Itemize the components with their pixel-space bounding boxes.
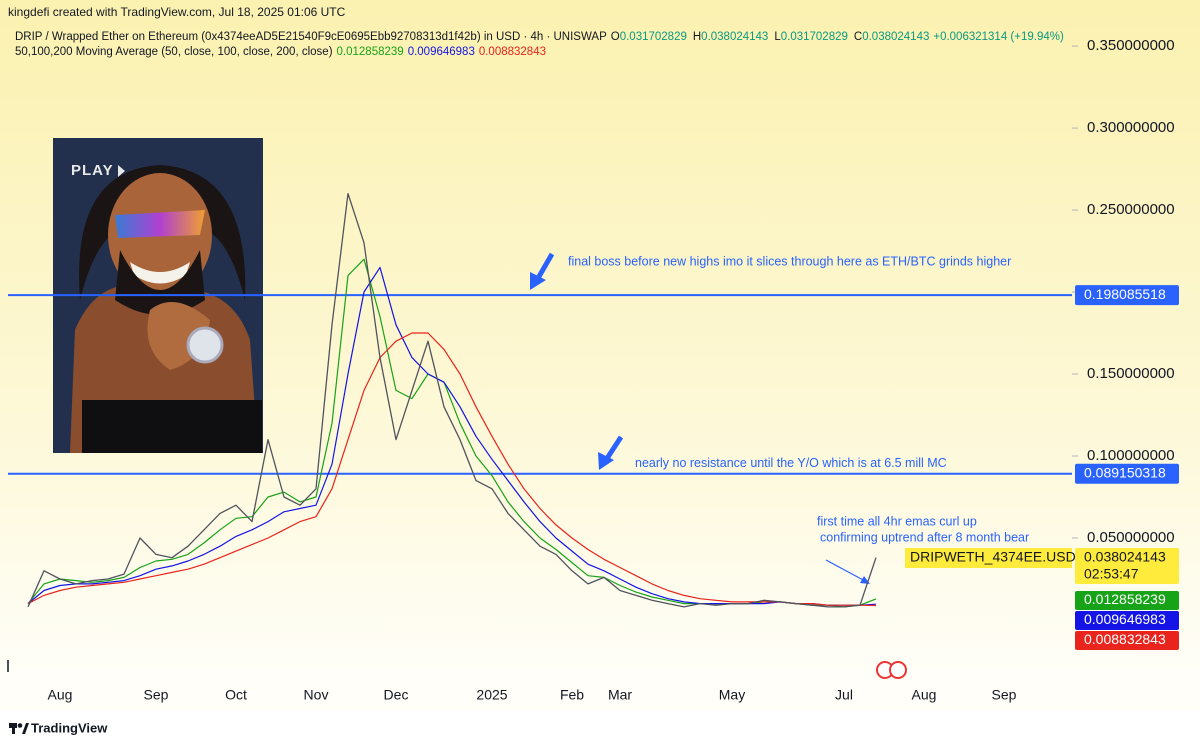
change: +0.006321314 (+19.94%) (933, 31, 1064, 43)
x-tick-label: Dec (384, 687, 409, 703)
title: DRIP / Wrapped Ether on Ethereum (0x4374… (15, 31, 607, 43)
x-tick-label: Feb (560, 687, 584, 703)
symbol-tag-label: DRIPWETH_4374EE.USD (910, 549, 1076, 565)
indicator: 50,100,200 Moving Average (50, close, 10… (15, 46, 333, 58)
ma-value: 0.012858239 (337, 46, 404, 58)
x-tick-label: Jul (835, 687, 853, 703)
ma-value: 0.009646983 (408, 46, 475, 58)
ohlc-value: 0.038024143 (862, 31, 929, 43)
ma-tag (1075, 611, 1179, 630)
ma-value: 0.008832843 (479, 46, 546, 58)
ohlc-label: L (774, 31, 781, 43)
price-line (27, 192, 877, 608)
plot: 0.0500000000.1000000000.1500000000.20000… (8, 37, 1179, 703)
countdown: 02:53:47 (1084, 566, 1139, 582)
ma-tag (1075, 631, 1179, 650)
ma-tag-label: 0.008832843 (1084, 631, 1166, 647)
x-tick-label: Aug (912, 687, 937, 703)
ohlc-value: 0.031702829 (781, 31, 848, 43)
ohlc-value: 0.038024143 (701, 31, 768, 43)
y-tick-label: 0.350000000 (1087, 37, 1175, 54)
ohlc-value: 0.031702829 (620, 31, 687, 43)
annotation: confirming uptrend after 8 month bear (820, 530, 1029, 544)
ma-tag-label: 0.012858239 (1084, 591, 1166, 607)
event-icons (7, 660, 907, 679)
image-text: PLAY (71, 162, 114, 179)
ohlc-label: O (611, 31, 620, 43)
x-tick-label: Oct (225, 687, 247, 703)
ohlc-label: C (854, 31, 862, 43)
y-tick-label: 0.100000000 (1087, 447, 1175, 464)
y-tick-label: 0.300000000 (1087, 119, 1175, 136)
y-tick-label: 0.050000000 (1087, 529, 1175, 546)
level-note: final boss before new highs imo it slice… (568, 254, 1011, 268)
x-tick-label: 2025 (476, 687, 507, 703)
ma-tag-label: 0.009646983 (1084, 611, 1166, 627)
price-tag-label: 0.038024143 (1084, 549, 1166, 565)
level-tag (1075, 463, 1179, 484)
arrows (530, 252, 870, 584)
artwork: PLAY (53, 138, 263, 453)
level-note: nearly no resistance until the Y/O which… (635, 456, 947, 470)
moving-average (27, 332, 877, 607)
footer-brand: TradingView (31, 720, 108, 735)
credit: kingdefi created with TradingView.com, J… (8, 5, 346, 19)
symbol-tag (905, 548, 1072, 568)
x-tick-label: May (719, 687, 745, 703)
y-tick-label: 0.150000000 (1087, 365, 1175, 382)
symbol-legend: DRIP / Wrapped Ether on Ethereum (0x4374… (15, 31, 1064, 43)
level-tag-label: 0.089150318 (1084, 465, 1166, 481)
x-tick-label: Mar (608, 687, 632, 703)
ohlc-label: H (693, 31, 701, 43)
price-tag (1075, 548, 1179, 584)
indicator-legend: 50,100,200 Moving Average (50, close, 10… (15, 46, 546, 58)
ma-tag (1075, 591, 1179, 610)
x-tick-label: Sep (144, 687, 169, 703)
x-tick-label: Sep (992, 687, 1017, 703)
level-tag-label: 0.198085518 (1084, 286, 1166, 302)
annotation: first time all 4hr emas curl up (817, 514, 977, 528)
level-tag (1075, 285, 1179, 306)
footer-logo (9, 723, 29, 734)
footer-bar (0, 710, 1200, 743)
y-tick-label: 0.250000000 (1087, 201, 1175, 218)
x-tick-label: Nov (304, 687, 329, 703)
x-tick-label: Aug (48, 687, 73, 703)
